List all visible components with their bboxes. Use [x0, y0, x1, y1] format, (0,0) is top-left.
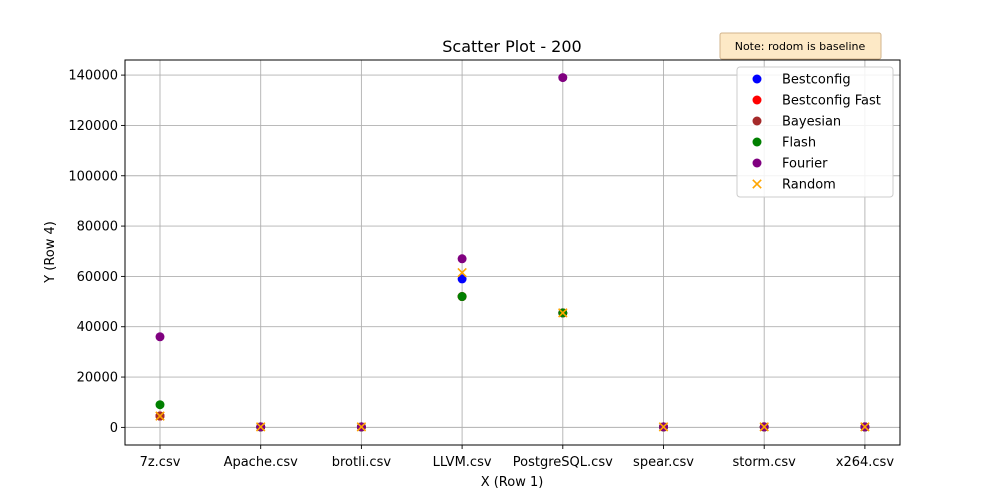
note-box: [719, 32, 882, 60]
x-tick-label: Apache.csv: [224, 455, 299, 470]
legend-marker-fourier: [752, 158, 762, 168]
series-random: [155, 267, 870, 432]
legend-item-bestconfig: Bestconfig: [752, 73, 851, 88]
legend-marker-random: [752, 179, 762, 189]
legend-label: Bestconfig Fast: [782, 94, 881, 109]
data-point-fourier: [558, 73, 568, 83]
y-tick-label: 100000: [68, 169, 118, 184]
x-tick-label: storm.csv: [733, 455, 797, 470]
plot-area-frame: [124, 59, 901, 446]
note-annotation: Note: rodom is baseline: [719, 32, 882, 60]
data-point-random: [356, 422, 367, 432]
legend-marker-bayesian: [752, 116, 762, 126]
legend-label: Random: [782, 178, 836, 193]
data-point-random: [759, 422, 769, 432]
chart-title: Scatter Plot - 200: [442, 37, 581, 56]
x-tick-label: LLVM.csv: [433, 455, 492, 470]
legend-label: Bayesian: [782, 115, 841, 130]
y-tick-label: 40000: [77, 320, 118, 335]
note-text: Note: rodom is baseline: [735, 40, 866, 53]
y-tick-label: 80000: [77, 220, 118, 235]
data-point-random: [860, 422, 870, 432]
data-point-random: [255, 422, 266, 432]
data-point-random: [155, 411, 165, 421]
legend-item-flash: Flash: [752, 136, 816, 151]
legend-label: Fourier: [782, 157, 828, 172]
legend-label: Flash: [782, 136, 816, 151]
axis-ticks: 7z.csv Apache.csv brotli.csv LLVM.csv Postgr…: [68, 69, 894, 470]
x-tick-label: PostgreSQL.csv: [513, 455, 613, 470]
data-points: [155, 73, 870, 432]
legend-marker-flash: [752, 137, 762, 147]
x-tick-label: 7z.csv: [140, 455, 181, 470]
y-tick-label: 20000: [77, 371, 118, 386]
x-axis-label: X (Row 1): [481, 475, 544, 490]
legend-item-random: Random: [752, 178, 836, 193]
legend-marker-bestconfig-fast: [752, 95, 762, 105]
legend-item-bestconfig-fast: Bestconfig Fast: [752, 94, 881, 109]
x-tick-label: brotli.csv: [332, 455, 392, 470]
y-axis-label: Y (Row 4): [43, 221, 58, 284]
y-tick-label: 0: [110, 421, 118, 436]
data-point-fourier: [155, 332, 165, 342]
legend-box: [736, 66, 894, 198]
data-point-random: [658, 422, 669, 432]
legend-items: Bestconfig Bestconfig Fast Bayesian Flash Fo…: [752, 73, 881, 193]
legend-label: Bestconfig: [782, 73, 851, 88]
x-tick-label: spear.csv: [633, 455, 694, 470]
data-point-random: [558, 308, 568, 318]
y-tick-label: 60000: [77, 270, 118, 285]
y-tick-label: 140000: [68, 69, 118, 84]
y-tick-label: 120000: [68, 119, 118, 134]
legend: Bestconfig Bestconfig Fast Bayesian Flash Fo…: [736, 66, 894, 198]
data-point-random: [457, 267, 467, 278]
legend-item-fourier: Fourier: [752, 157, 828, 172]
data-point-flash: [457, 292, 467, 302]
data-point-fourier: [457, 254, 467, 264]
data-point-flash: [155, 400, 165, 410]
data-point-bestconfig: [457, 274, 467, 284]
x-tick-label: x264.csv: [836, 455, 895, 470]
legend-item-bayesian: Bayesian: [752, 115, 841, 130]
legend-marker-bestconfig: [752, 74, 762, 84]
